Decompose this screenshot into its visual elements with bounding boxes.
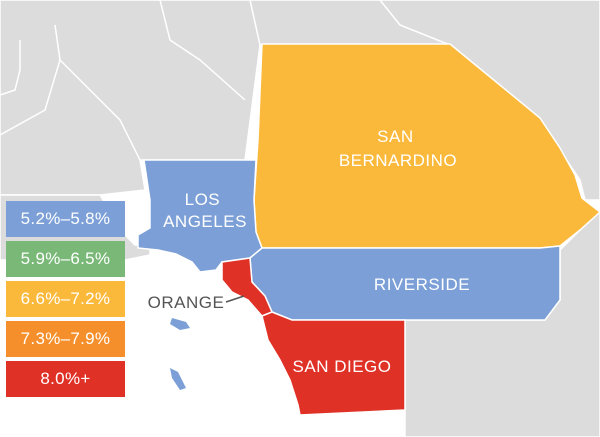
label-san-bernardino: SAN BERNARDINO bbox=[339, 127, 457, 170]
legend-label-3: 6.6%–7.2% bbox=[20, 289, 111, 308]
legend-item-1: 5.2%–5.8% bbox=[6, 201, 125, 237]
grey-county-lines bbox=[0, 0, 451, 161]
label-san-bernardino-line1: SAN bbox=[377, 127, 413, 146]
legend-label-5: 8.0%+ bbox=[40, 369, 91, 388]
label-riverside: RIVERSIDE bbox=[374, 275, 470, 294]
county-san-diego[interactable] bbox=[261, 311, 406, 416]
legend-item-2: 5.9%–6.5% bbox=[6, 241, 125, 277]
label-los-angeles-line1: LOS bbox=[185, 190, 221, 209]
island-san-clemente bbox=[170, 368, 186, 390]
label-los-angeles: LOS ANGELES bbox=[163, 190, 247, 231]
island-catalina bbox=[170, 318, 190, 330]
legend: 5.2%–5.8% 5.9%–6.5% 6.6%–7.2% 7.3%–7.9% … bbox=[6, 201, 125, 397]
legend-label-4: 7.3%–7.9% bbox=[20, 329, 111, 348]
channel-islands bbox=[170, 318, 190, 390]
label-san-bernardino-line2: BERNARDINO bbox=[339, 151, 457, 170]
legend-label-1: 5.2%–5.8% bbox=[20, 209, 111, 228]
legend-item-5: 8.0%+ bbox=[6, 361, 125, 397]
legend-item-3: 6.6%–7.2% bbox=[6, 281, 125, 317]
legend-item-4: 7.3%–7.9% bbox=[6, 321, 125, 357]
county-labels: SAN BERNARDINO LOS ANGELES RIVERSIDE SAN… bbox=[148, 127, 470, 376]
legend-label-2: 5.9%–6.5% bbox=[20, 249, 111, 268]
label-orange: ORANGE bbox=[148, 293, 225, 312]
label-los-angeles-line2: ANGELES bbox=[163, 212, 247, 231]
county-los-angeles[interactable] bbox=[137, 159, 263, 273]
orange-leader-line bbox=[225, 295, 245, 303]
label-san-diego: SAN DIEGO bbox=[293, 357, 392, 376]
